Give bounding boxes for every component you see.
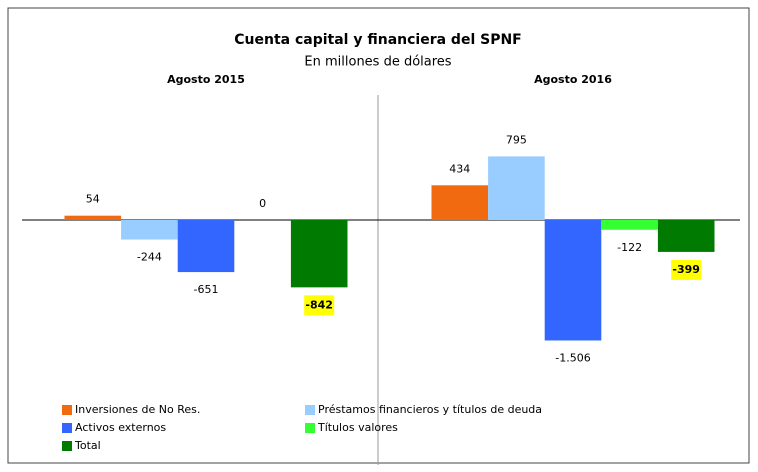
chart-title: Cuenta capital y financiera del SPNF xyxy=(234,32,522,48)
legend-label: Inversiones de No Res. xyxy=(75,403,200,416)
data-label: 795 xyxy=(506,133,527,146)
data-label: -399 xyxy=(672,263,700,276)
data-label: -1.506 xyxy=(555,351,590,364)
bar xyxy=(488,156,545,220)
legend-label: Activos externos xyxy=(75,421,166,434)
legend-swatch xyxy=(305,405,315,415)
chart-subtitle: En millones de dólares xyxy=(304,55,451,70)
bar xyxy=(177,220,235,273)
legend-swatch xyxy=(305,423,315,433)
label-highlight xyxy=(304,295,335,316)
bar xyxy=(544,220,602,341)
bar xyxy=(601,220,658,230)
legend-swatch xyxy=(62,423,72,433)
legend-swatch xyxy=(62,405,72,415)
bar xyxy=(431,185,489,220)
bar xyxy=(290,220,348,288)
legend-label: Total xyxy=(74,439,101,452)
data-label: -842 xyxy=(305,298,333,311)
legend-label: Títulos valores xyxy=(317,421,398,434)
data-label: -122 xyxy=(617,241,642,254)
legend-swatch xyxy=(62,441,72,451)
bar xyxy=(121,220,178,240)
data-label: -244 xyxy=(137,251,162,264)
bar xyxy=(657,220,715,252)
data-label: 54 xyxy=(86,193,100,206)
legend-label: Préstamos financieros y títulos de deuda xyxy=(318,403,542,416)
label-highlight xyxy=(671,259,702,280)
bar xyxy=(64,215,122,220)
group-label: Agosto 2016 xyxy=(534,73,612,86)
data-label: -651 xyxy=(194,283,219,296)
group-label: Agosto 2015 xyxy=(167,73,245,86)
data-label: 434 xyxy=(449,162,470,175)
data-label: 0 xyxy=(259,197,266,210)
